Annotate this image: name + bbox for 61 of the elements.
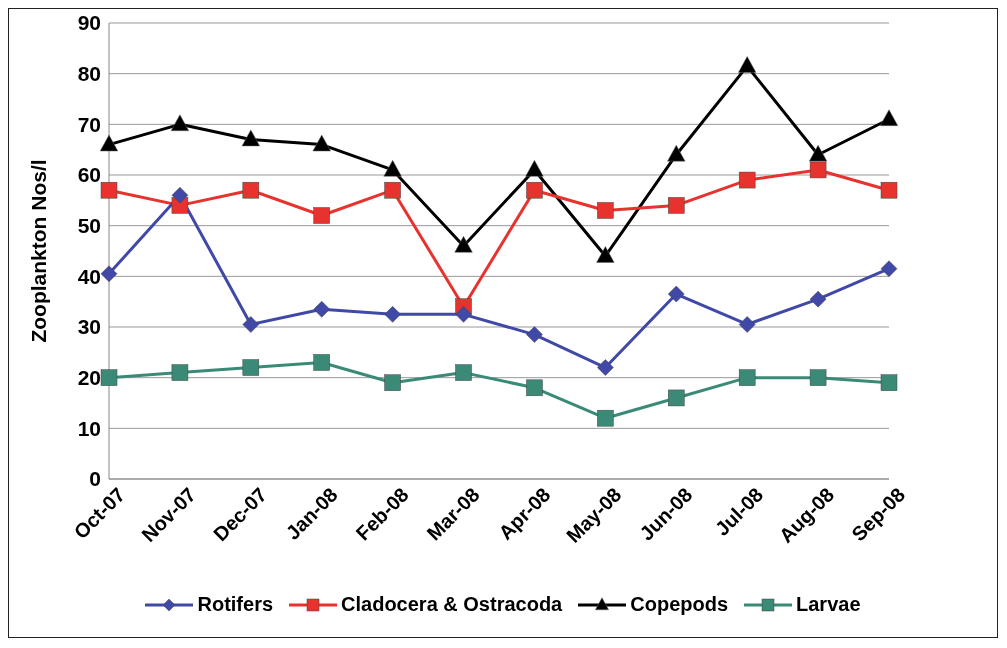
point bbox=[454, 236, 473, 253]
y-tick-label: 60 bbox=[77, 163, 101, 187]
point bbox=[171, 364, 189, 381]
point bbox=[313, 207, 330, 224]
point bbox=[384, 181, 401, 199]
point bbox=[597, 359, 614, 376]
point bbox=[312, 134, 331, 152]
point bbox=[596, 246, 615, 263]
y-tick-label: 80 bbox=[77, 62, 101, 86]
y-tick-label: 40 bbox=[77, 264, 101, 288]
y-tick-label: 10 bbox=[77, 416, 101, 440]
point bbox=[738, 316, 756, 333]
y-tick-label: 50 bbox=[77, 214, 101, 238]
point bbox=[738, 56, 757, 73]
point bbox=[668, 197, 685, 214]
point bbox=[455, 306, 472, 323]
point bbox=[809, 144, 828, 162]
point bbox=[100, 369, 118, 386]
point bbox=[99, 134, 119, 152]
point bbox=[313, 354, 330, 371]
point bbox=[171, 187, 189, 204]
point bbox=[597, 202, 614, 219]
point bbox=[526, 326, 543, 343]
point bbox=[668, 285, 685, 303]
point bbox=[597, 409, 614, 427]
y-axis-title: Zooplankton Nos/l bbox=[27, 159, 51, 343]
point bbox=[241, 129, 260, 147]
point bbox=[668, 389, 685, 407]
point bbox=[738, 171, 756, 189]
point bbox=[809, 161, 827, 179]
point bbox=[313, 301, 330, 318]
point bbox=[170, 114, 189, 131]
point bbox=[384, 306, 401, 323]
y-tick-label: 20 bbox=[77, 366, 101, 390]
point bbox=[880, 181, 898, 199]
point bbox=[100, 265, 118, 283]
point bbox=[738, 369, 756, 386]
y-tick-label: 90 bbox=[77, 11, 101, 35]
point bbox=[526, 181, 543, 199]
point bbox=[880, 260, 898, 277]
point bbox=[880, 374, 898, 391]
point bbox=[242, 181, 260, 199]
point bbox=[809, 290, 827, 308]
point bbox=[809, 369, 827, 386]
point bbox=[383, 160, 402, 177]
legend-label: Larvae bbox=[796, 593, 861, 616]
legend-label: Cladocera & Ostracoda bbox=[341, 593, 563, 616]
y-tick-label: 0 bbox=[89, 467, 101, 491]
point bbox=[526, 379, 543, 397]
y-tick-label: 30 bbox=[77, 315, 101, 339]
point bbox=[242, 359, 260, 376]
legend-label: Rotifers bbox=[197, 593, 274, 616]
point bbox=[455, 364, 472, 381]
legend-label: Copepods bbox=[630, 593, 729, 616]
point bbox=[879, 109, 899, 126]
point bbox=[100, 181, 118, 199]
point bbox=[525, 160, 544, 177]
point bbox=[242, 316, 260, 333]
y-tick-label: 70 bbox=[77, 112, 101, 136]
point bbox=[384, 374, 401, 391]
point bbox=[667, 144, 686, 162]
